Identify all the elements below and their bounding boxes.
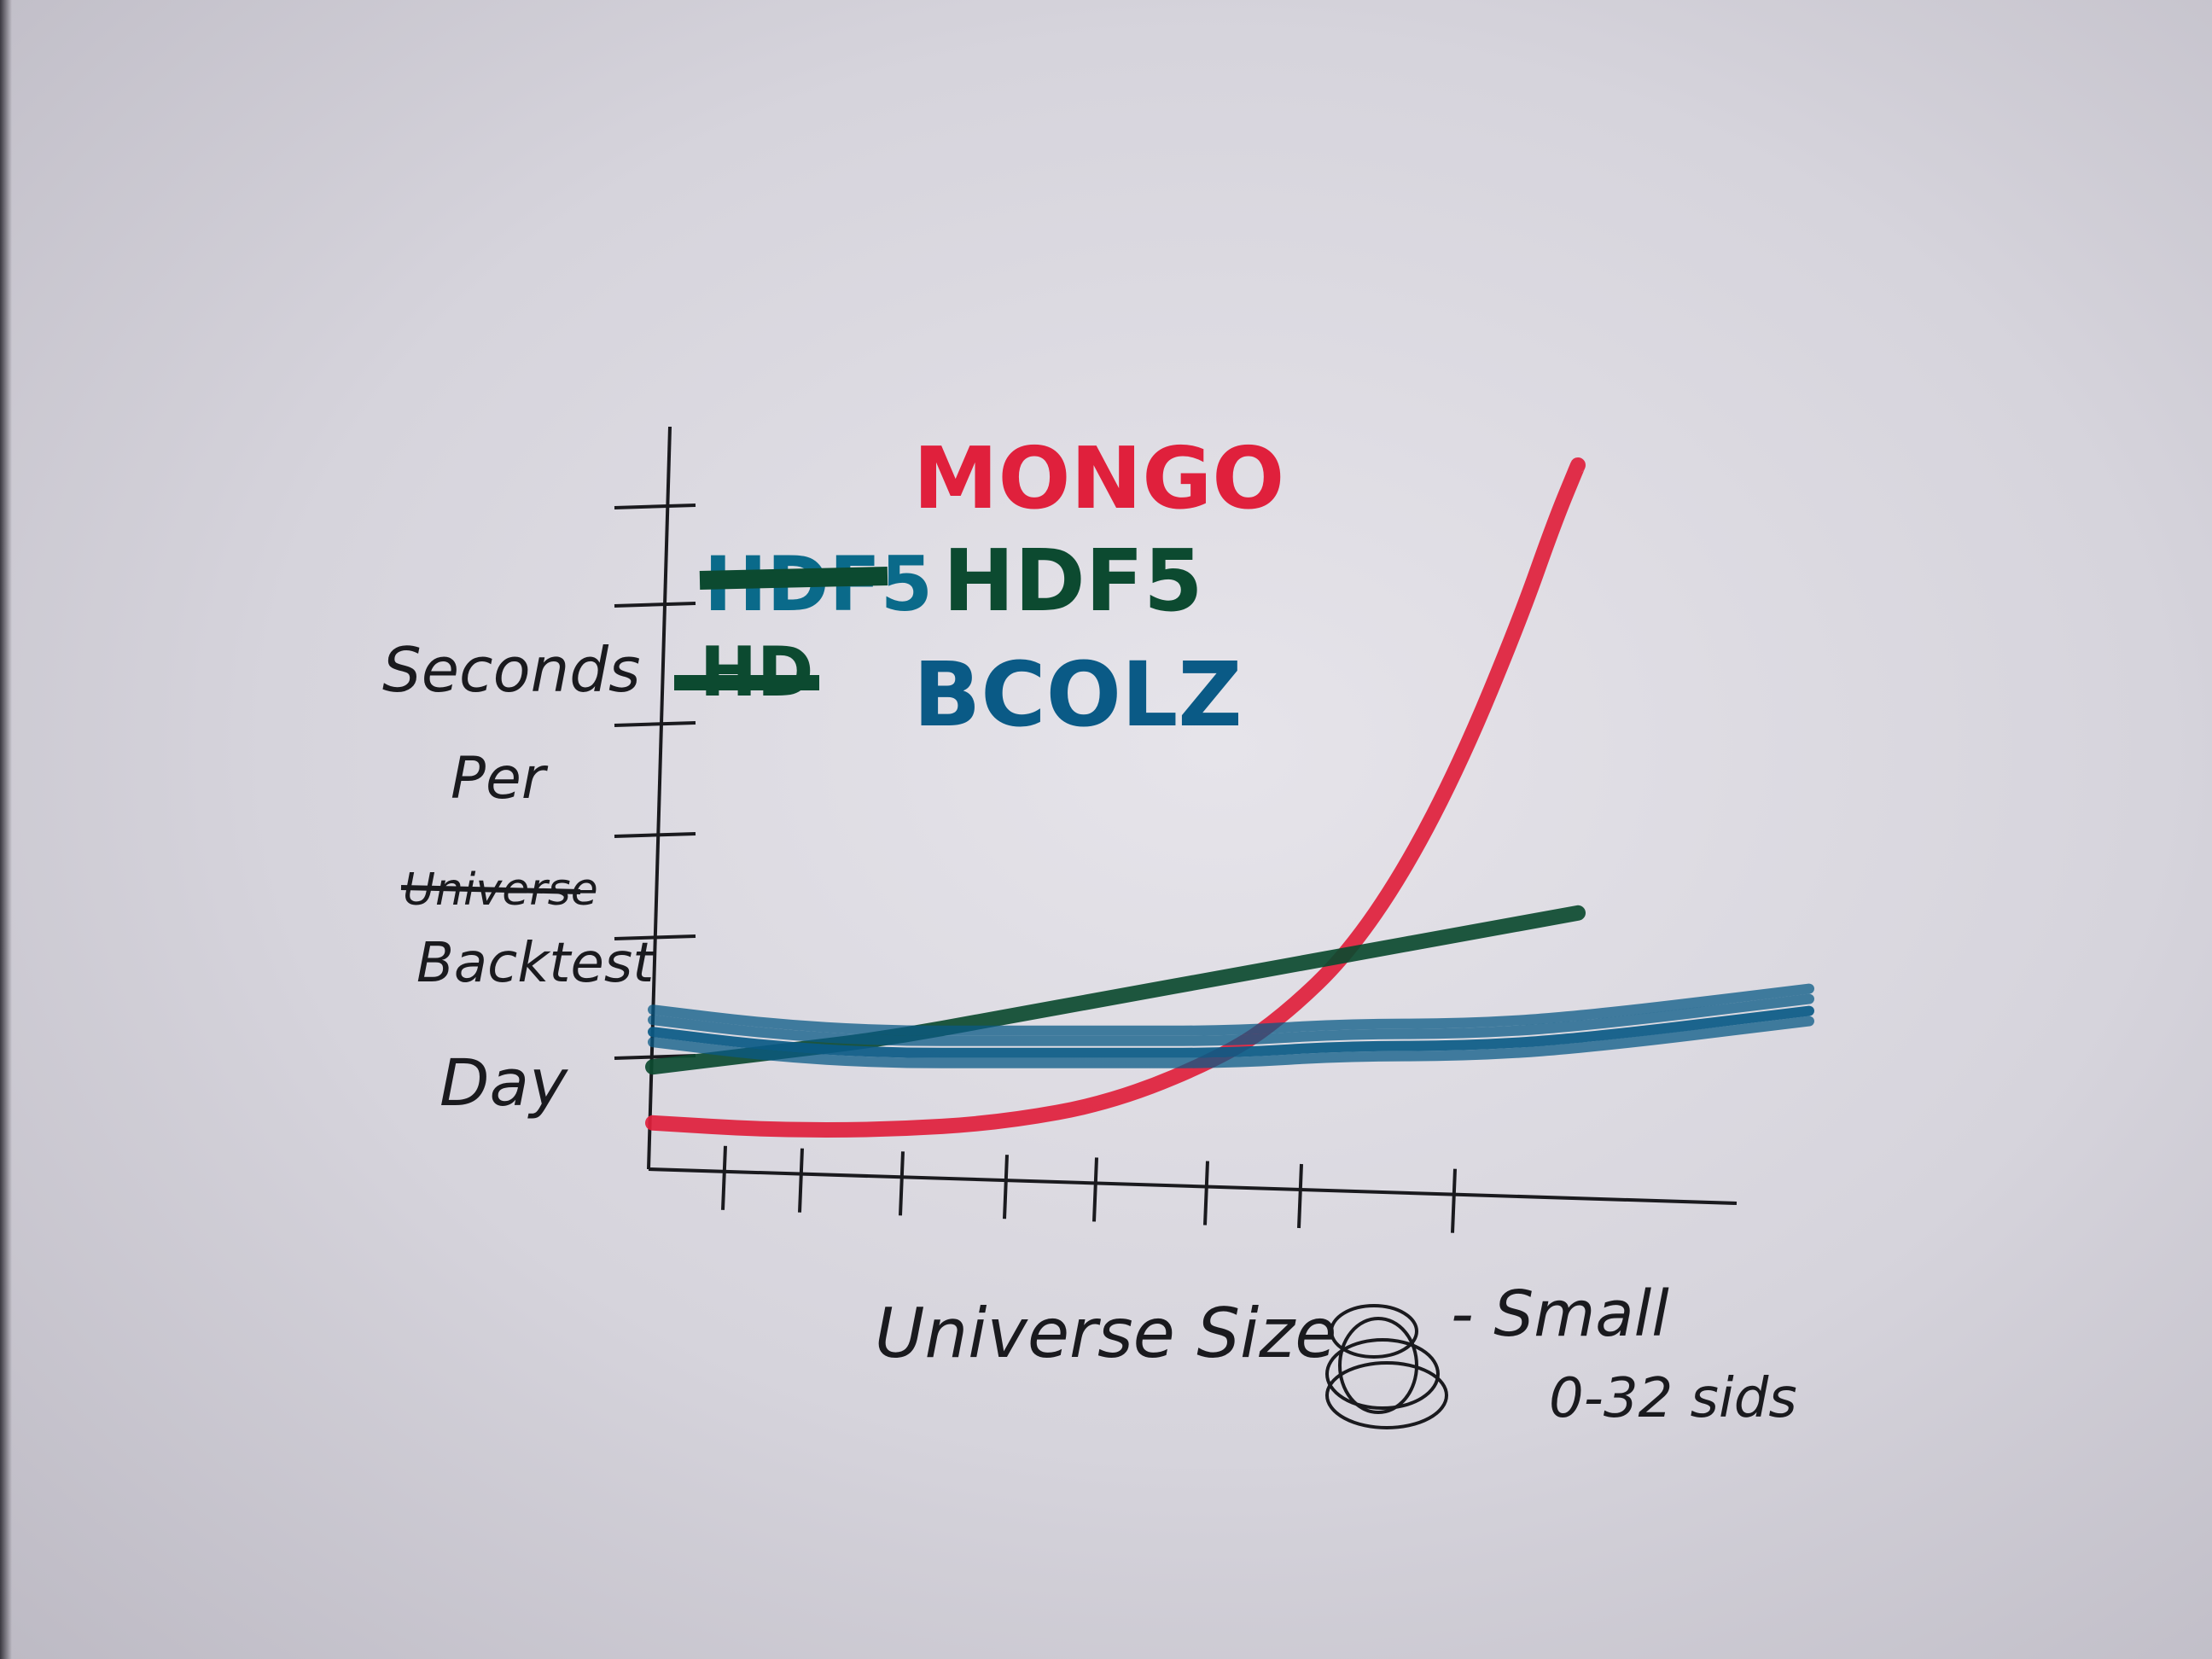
x-tick (1203, 1161, 1209, 1225)
x-tick (1003, 1155, 1009, 1220)
y-tick (614, 832, 696, 838)
series-line-mongo (645, 457, 1586, 1138)
legend-bcolz: BCOLZ (913, 643, 1243, 747)
series-line-bcolz (648, 1016, 1814, 1068)
ylabel-line-day: Day (439, 1045, 568, 1121)
ylabel-line-seconds: Seconds (382, 634, 640, 706)
paper-edge-shadow (0, 0, 12, 1659)
x-tick (1297, 1163, 1303, 1229)
x-axis-label: Universe Size (875, 1294, 1336, 1373)
legend-struck-hd: HD (700, 632, 813, 712)
legend-struck-hdf5-line (699, 567, 888, 590)
series-line-bcolz (648, 993, 1814, 1046)
annotation-sids: 0-32 sids (1549, 1367, 1797, 1430)
y-axis-label: Seconds Per Universe Backtest Day (382, 634, 656, 1121)
ylabel-strikethrough (400, 885, 581, 894)
annotation-small: - Small (1451, 1278, 1669, 1351)
series-layer (645, 457, 1814, 1138)
ylabel-line-backtest: Backtest (416, 932, 656, 995)
series-line-bcolz (648, 1005, 1814, 1058)
ylabel-line-per: Per (451, 745, 549, 812)
x-ticks (721, 1145, 1457, 1233)
series-line-bcolz (648, 983, 1814, 1036)
x-tick (1451, 1168, 1457, 1233)
legend-mongo: MONGO (913, 428, 1284, 528)
x-tick (1092, 1157, 1098, 1222)
legend-hdf5: HDF5 (943, 531, 1203, 631)
x-tick (721, 1145, 727, 1210)
scribble-mark (1325, 1304, 1448, 1429)
legend: HDF5 HD MONGO HDF5 BCOLZ (674, 428, 1284, 747)
y-tick (614, 602, 696, 608)
y-tick (614, 721, 696, 727)
y-tick (614, 504, 696, 509)
y-tick (614, 934, 696, 940)
x-axis (648, 1167, 1738, 1205)
x-tick (899, 1151, 905, 1216)
x-tick (798, 1148, 804, 1213)
